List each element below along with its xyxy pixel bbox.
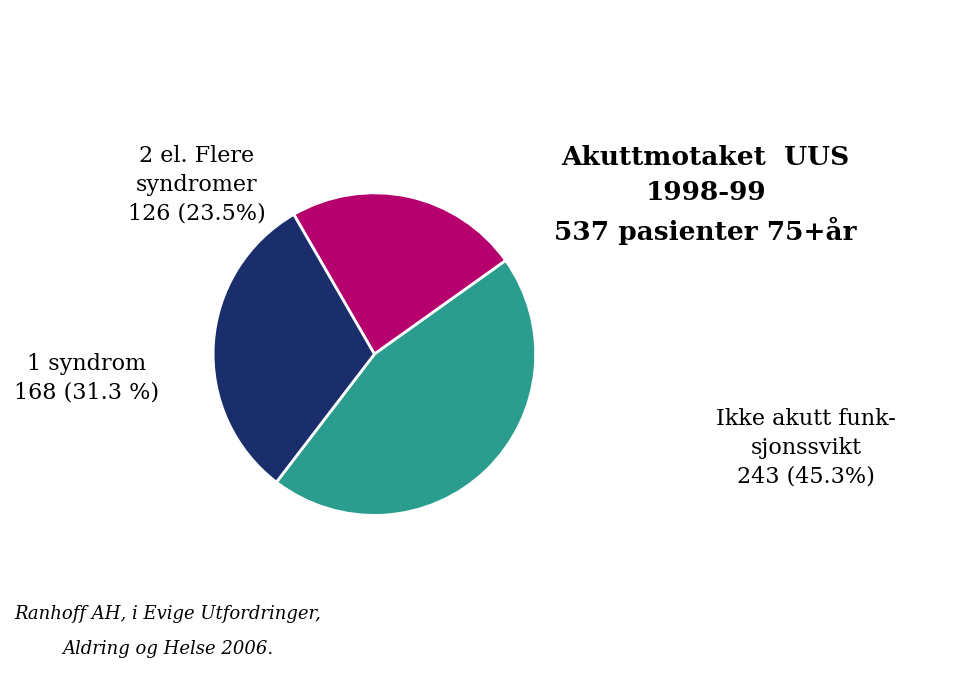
Text: 2 el. Flere
syndromer
126 (23.5%): 2 el. Flere syndromer 126 (23.5%): [128, 145, 266, 225]
Text: Ikke akutt funk-
sjonssvikt
243 (45.3%): Ikke akutt funk- sjonssvikt 243 (45.3%): [716, 409, 897, 488]
Text: Ranhoff AH, i Evige Utfordringer,: Ranhoff AH, i Evige Utfordringer,: [14, 605, 322, 622]
Text: Akutt funksjonssvikt ved innleggelse i med. avdeling: Akutt funksjonssvikt ved innleggelse i m…: [0, 33, 946, 66]
Wedge shape: [276, 261, 536, 516]
Text: Akuttmotaket  UUS
1998-99
537 pasienter 75+år: Akuttmotaket UUS 1998-99 537 pasienter 7…: [554, 145, 857, 245]
Wedge shape: [294, 193, 506, 354]
Wedge shape: [213, 215, 374, 482]
Text: Aldring og Helse 2006.: Aldring og Helse 2006.: [62, 639, 274, 658]
Text: 1 syndrom
168 (31.3 %): 1 syndrom 168 (31.3 %): [13, 353, 159, 404]
